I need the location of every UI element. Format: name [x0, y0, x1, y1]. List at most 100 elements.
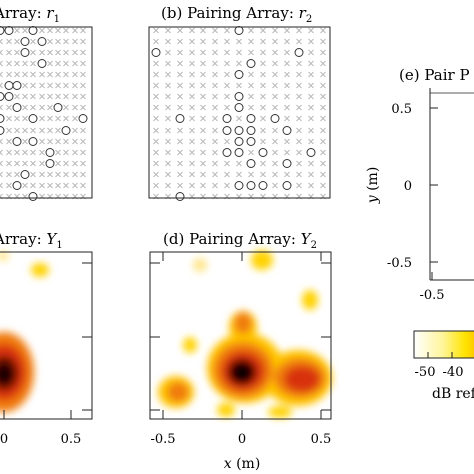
- panel-b-grid-cross: [272, 171, 278, 178]
- panel-a-grid-cross: [6, 38, 12, 45]
- panel-a-grid-cross: [6, 104, 12, 111]
- panel-b-grid-cross: [284, 27, 290, 34]
- panel-b-grid-cross: [320, 149, 326, 156]
- panel-d-halo-br: [268, 406, 292, 418]
- panel-a-grid-cross: [72, 160, 78, 167]
- panel-b-grid-cross: [320, 104, 326, 111]
- panel-a-grid-cross: [39, 171, 45, 178]
- panel-b-grid-cross: [212, 93, 218, 100]
- panel-a-grid-cross: [80, 160, 86, 167]
- panel-b-grid-cross: [189, 27, 195, 34]
- panel-b-grid-cross: [153, 60, 159, 67]
- panel-a-element-marker: [4, 81, 14, 90]
- panel-b-grid-cross: [284, 38, 290, 45]
- panel-b-grid-cross: [236, 115, 242, 122]
- panel-a-element-marker: [78, 114, 88, 123]
- panel-a-grid-cross: [39, 71, 45, 78]
- panel-b-grid-cross: [212, 149, 218, 156]
- panel-b-grid-cross: [212, 71, 218, 78]
- panel-b-grid-cross: [248, 49, 254, 56]
- panel-a-grid-cross: [14, 149, 20, 156]
- panel-a-element-marker: [53, 103, 63, 112]
- panel-a-grid-cross: [30, 160, 36, 167]
- colorbar-gradient: [414, 331, 474, 358]
- panel-d-halo-bl2: [183, 337, 197, 353]
- panel-b-grid-cross: [248, 38, 254, 45]
- panel-b-grid-cross: [153, 138, 159, 145]
- panel-b-grid-cross: [165, 182, 171, 189]
- panel-b-grid-cross: [320, 93, 326, 100]
- panel-a-grid-cross: [6, 49, 12, 56]
- panel-b-grid-cross: [260, 93, 266, 100]
- panel-a-element-marker: [45, 148, 55, 157]
- panel-a-grid-cross: [47, 138, 53, 145]
- panel-a-grid-cross: [0, 171, 3, 178]
- panel-b-grid-cross: [212, 115, 218, 122]
- panel-b-grid-cross: [272, 127, 278, 134]
- panel-d-core-black: [234, 365, 250, 381]
- panel-b-grid-cross: [189, 49, 195, 56]
- panel-e-ytick-2: -0.5: [387, 256, 412, 271]
- colorbar-frame: [413, 330, 474, 359]
- panel-b-grid-cross: [248, 93, 254, 100]
- panel-b-grid-cross: [284, 93, 290, 100]
- panel-a-grid-cross: [72, 115, 78, 122]
- panel-b-grid-cross: [177, 171, 183, 178]
- panel-a-grid-cross: [6, 127, 12, 134]
- panel-b-grid-cross: [236, 49, 242, 56]
- panel-b-grid-cross: [260, 38, 266, 45]
- panel-b-grid-cross: [224, 71, 230, 78]
- panel-a-grid-cross: [47, 27, 53, 34]
- panel-b-grid-cross: [212, 82, 218, 89]
- panel-b-grid-cross: [153, 115, 159, 122]
- panel-b-element-marker: [234, 92, 244, 101]
- panel-b-element-marker: [246, 137, 256, 146]
- panel-a-grid-cross: [55, 138, 61, 145]
- panel-a-grid-cross: [14, 38, 20, 45]
- panel-b-grid-cross: [189, 104, 195, 111]
- panel-a-grid-cross: [63, 38, 69, 45]
- panel-b-grid-cross: [165, 60, 171, 67]
- panel-b-grid-cross: [284, 115, 290, 122]
- panel-b-grid-cross: [308, 49, 314, 56]
- panel-b-title: (b) Pairing Array: r2: [161, 4, 312, 25]
- panel-a-element-marker: [61, 126, 71, 135]
- panel-a-grid-cross: [0, 60, 3, 67]
- panel-b-grid-cross: [320, 171, 326, 178]
- panel-b-grid-cross: [165, 93, 171, 100]
- panel-a-grid-cross: [22, 93, 28, 100]
- panel-b-grid-cross: [272, 182, 278, 189]
- panel-a-element-marker: [28, 192, 38, 201]
- panel-a-grid-cross: [14, 160, 20, 167]
- panel-b-grid-cross: [189, 182, 195, 189]
- panel-b-grid-cross: [189, 171, 195, 178]
- panel-a-grid-cross: [47, 49, 53, 56]
- panel-b-grid-cross: [224, 27, 230, 34]
- panel-a-element-marker: [28, 114, 38, 123]
- panel-b-grid-cross: [177, 38, 183, 45]
- panel-b-grid-cross: [200, 38, 206, 45]
- panel-b-grid-cross: [272, 71, 278, 78]
- panel-b-grid-cross: [224, 138, 230, 145]
- panel-a-grid-cross: [55, 71, 61, 78]
- panel-b-grid-cross: [308, 71, 314, 78]
- colorbar-tick-1: -40: [443, 365, 464, 380]
- panel-b-grid-cross: [236, 160, 242, 167]
- panel-a-grid-cross: [14, 115, 20, 122]
- panel-b-element-marker: [234, 103, 244, 112]
- panel-a-grid-cross: [63, 82, 69, 89]
- panel-b-grid-cross: [212, 38, 218, 45]
- panel-b-grid-cross: [212, 27, 218, 34]
- panel-a-grid-cross: [6, 182, 12, 189]
- panel-b-grid-cross: [177, 71, 183, 78]
- panel-b-grid-cross: [165, 49, 171, 56]
- panel-b-grid-cross: [177, 49, 183, 56]
- panel-b-grid-cross: [296, 160, 302, 167]
- panel-a-grid-cross: [0, 38, 3, 45]
- panel-a-grid-cross: [30, 82, 36, 89]
- panel-a-element-marker: [12, 181, 22, 190]
- panel-a-grid-cross: [0, 138, 3, 145]
- panel-b-grid-cross: [296, 27, 302, 34]
- panel-a-grid-cross: [80, 82, 86, 89]
- panel-b-element-marker: [222, 126, 232, 135]
